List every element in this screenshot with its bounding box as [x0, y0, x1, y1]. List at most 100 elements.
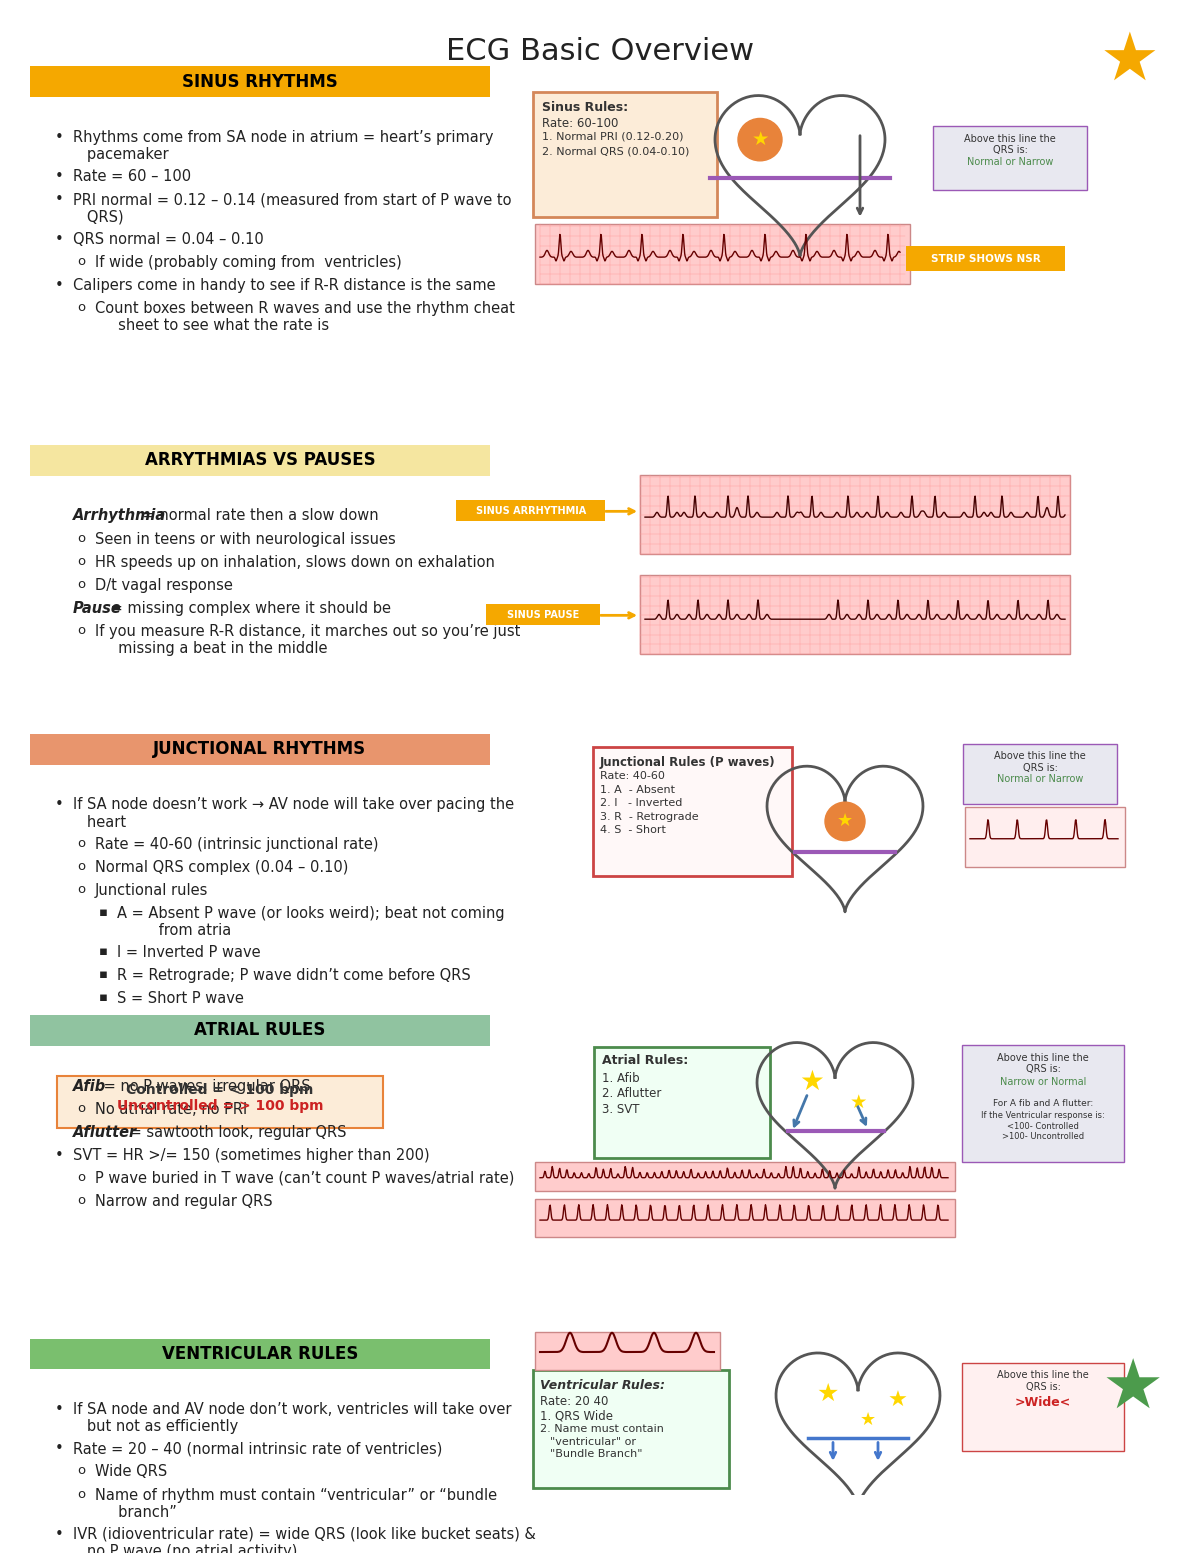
Text: o: o: [77, 1171, 85, 1183]
Text: ★: ★: [1100, 28, 1160, 93]
Text: Ventricular Rules:: Ventricular Rules:: [540, 1379, 665, 1391]
Text: R = Retrograde; P wave didn’t come before QRS: R = Retrograde; P wave didn’t come befor…: [118, 969, 470, 983]
Text: Normal or Narrow: Normal or Narrow: [997, 775, 1084, 784]
Text: No atrial rate, no PRI: No atrial rate, no PRI: [95, 1101, 247, 1117]
Text: o: o: [77, 860, 85, 873]
FancyBboxPatch shape: [535, 1332, 720, 1370]
Text: Junctional rules: Junctional rules: [95, 882, 209, 898]
Text: Count boxes between R waves and use the rhythm cheat
     sheet to see what the : Count boxes between R waves and use the …: [95, 301, 515, 334]
Text: I = Inverted P wave: I = Inverted P wave: [118, 946, 260, 960]
Text: 1. Afib: 1. Afib: [602, 1072, 640, 1086]
Text: Sinus Rules:: Sinus Rules:: [542, 101, 628, 113]
Text: ★: ★: [1102, 1356, 1164, 1423]
Text: o: o: [77, 882, 85, 896]
Text: Pause: Pause: [73, 601, 121, 617]
Text: >Wide<: >Wide<: [1015, 1396, 1072, 1409]
Text: Aflutter: Aflutter: [73, 1124, 137, 1140]
Text: •: •: [55, 130, 64, 144]
FancyBboxPatch shape: [486, 604, 600, 624]
Text: QRS is:: QRS is:: [992, 146, 1027, 155]
Text: o: o: [77, 1194, 85, 1207]
Text: •: •: [55, 231, 64, 247]
Text: •: •: [55, 797, 64, 812]
Text: o: o: [77, 531, 85, 545]
Text: ★: ★: [817, 1382, 839, 1407]
Text: 2. I   - Inverted: 2. I - Inverted: [600, 798, 683, 808]
Text: 3. R  - Retrograde: 3. R - Retrograde: [600, 812, 698, 822]
FancyBboxPatch shape: [964, 744, 1117, 804]
Text: •: •: [55, 193, 64, 208]
Text: = normal rate then a slow down: = normal rate then a slow down: [138, 508, 379, 523]
Text: If SA node and AV node don’t work, ventricles will take over
   but not as effic: If SA node and AV node don’t work, ventr…: [73, 1402, 511, 1435]
Text: >100- Uncontrolled: >100- Uncontrolled: [1002, 1132, 1084, 1141]
Text: Calipers come in handy to see if R-R distance is the same: Calipers come in handy to see if R-R dis…: [73, 278, 496, 294]
Text: QRS is:: QRS is:: [1026, 1064, 1061, 1075]
Text: Rhythms come from SA node in atrium = heart’s primary
   pacemaker: Rhythms come from SA node in atrium = he…: [73, 130, 493, 163]
Text: 1. QRS Wide: 1. QRS Wide: [540, 1410, 613, 1423]
Text: Wide QRS: Wide QRS: [95, 1464, 167, 1480]
Text: "ventricular" or: "ventricular" or: [550, 1437, 636, 1447]
Text: 1. Normal PRI (0.12-0.20): 1. Normal PRI (0.12-0.20): [542, 132, 684, 141]
Text: ★: ★: [888, 1391, 908, 1412]
Text: Arrhythmia: Arrhythmia: [73, 508, 167, 523]
Circle shape: [738, 118, 782, 162]
Text: SINUS PAUSE: SINUS PAUSE: [506, 610, 580, 620]
Text: QRS normal = 0.04 – 0.10: QRS normal = 0.04 – 0.10: [73, 231, 264, 247]
Text: Normal QRS complex (0.04 – 0.10): Normal QRS complex (0.04 – 0.10): [95, 860, 348, 874]
Text: D/t vagal response: D/t vagal response: [95, 578, 233, 593]
Text: = sawtooth look, regular QRS: = sawtooth look, regular QRS: [125, 1124, 347, 1140]
Text: Above this line the: Above this line the: [994, 752, 1086, 761]
FancyBboxPatch shape: [934, 126, 1087, 189]
FancyBboxPatch shape: [535, 1199, 955, 1238]
Text: 2. Aflutter: 2. Aflutter: [602, 1087, 661, 1100]
Text: o: o: [77, 255, 85, 267]
Text: 2. Name must contain: 2. Name must contain: [540, 1424, 664, 1435]
Text: 3. SVT: 3. SVT: [602, 1103, 640, 1115]
Text: = missing complex where it should be: = missing complex where it should be: [106, 601, 390, 617]
Circle shape: [826, 803, 865, 840]
FancyBboxPatch shape: [906, 245, 1066, 270]
Text: ▪: ▪: [98, 946, 108, 958]
Text: ▪: ▪: [98, 969, 108, 981]
FancyBboxPatch shape: [962, 1362, 1124, 1451]
Text: HR speeds up on inhalation, slows down on exhalation: HR speeds up on inhalation, slows down o…: [95, 554, 494, 570]
Text: •: •: [55, 1148, 64, 1163]
Text: If SA node doesn’t work → AV node will take over pacing the
   heart: If SA node doesn’t work → AV node will t…: [73, 797, 514, 829]
Text: Above this line the: Above this line the: [964, 134, 1056, 144]
Text: ARRYTHMIAS VS PAUSES: ARRYTHMIAS VS PAUSES: [145, 452, 376, 469]
Text: "Bundle Branch": "Bundle Branch": [550, 1449, 642, 1460]
Text: ECG Basic Overview: ECG Basic Overview: [446, 37, 754, 65]
Text: Narrow or Normal: Narrow or Normal: [1000, 1076, 1086, 1087]
Text: <100- Controlled: <100- Controlled: [1007, 1121, 1079, 1131]
FancyBboxPatch shape: [965, 808, 1126, 867]
FancyBboxPatch shape: [30, 67, 490, 98]
Text: Uncontrolled = > 100 bpm: Uncontrolled = > 100 bpm: [116, 1100, 323, 1114]
Text: P wave buried in T wave (can’t count P waves/atrial rate): P wave buried in T wave (can’t count P w…: [95, 1171, 515, 1186]
Text: QRS is:: QRS is:: [1022, 763, 1057, 773]
Text: •: •: [55, 278, 64, 294]
Text: STRIP SHOWS NSR: STRIP SHOWS NSR: [931, 255, 1040, 264]
Text: A = Absent P wave (or looks weird); beat not coming
         from atria: A = Absent P wave (or looks weird); beat…: [118, 905, 505, 938]
Text: ★: ★: [836, 812, 853, 831]
Text: Rate: 40-60: Rate: 40-60: [600, 772, 665, 781]
FancyBboxPatch shape: [30, 1339, 490, 1370]
FancyBboxPatch shape: [640, 475, 1070, 554]
Text: o: o: [77, 554, 85, 568]
FancyBboxPatch shape: [535, 1162, 955, 1191]
FancyBboxPatch shape: [533, 93, 718, 217]
Text: •: •: [55, 1402, 64, 1416]
Text: Name of rhythm must contain “ventricular” or “bundle
     branch”: Name of rhythm must contain “ventricular…: [95, 1488, 497, 1520]
Text: SVT = HR >/= 150 (sometimes higher than 200): SVT = HR >/= 150 (sometimes higher than …: [73, 1148, 430, 1163]
Text: ★: ★: [860, 1412, 876, 1429]
Text: If the Ventricular response is:: If the Ventricular response is:: [982, 1112, 1105, 1120]
Text: If you measure R-R distance, it marches out so you’re just
     missing a beat i: If you measure R-R distance, it marches …: [95, 624, 521, 657]
FancyBboxPatch shape: [594, 1047, 770, 1159]
Text: ATRIAL RULES: ATRIAL RULES: [194, 1022, 325, 1039]
FancyBboxPatch shape: [30, 733, 490, 764]
Text: = no P waves, irregular QRS: = no P waves, irregular QRS: [98, 1078, 311, 1093]
Text: 1. A  - Absent: 1. A - Absent: [600, 784, 674, 795]
Text: Afib: Afib: [73, 1078, 107, 1093]
Text: IVR (idioventricular rate) = wide QRS (look like bucket seats) &
   no P wave (n: IVR (idioventricular rate) = wide QRS (l…: [73, 1527, 536, 1553]
Text: JUNCTIONAL RHYTHMS: JUNCTIONAL RHYTHMS: [154, 741, 366, 758]
Text: Controlled = < 100 bpm: Controlled = < 100 bpm: [126, 1084, 313, 1098]
